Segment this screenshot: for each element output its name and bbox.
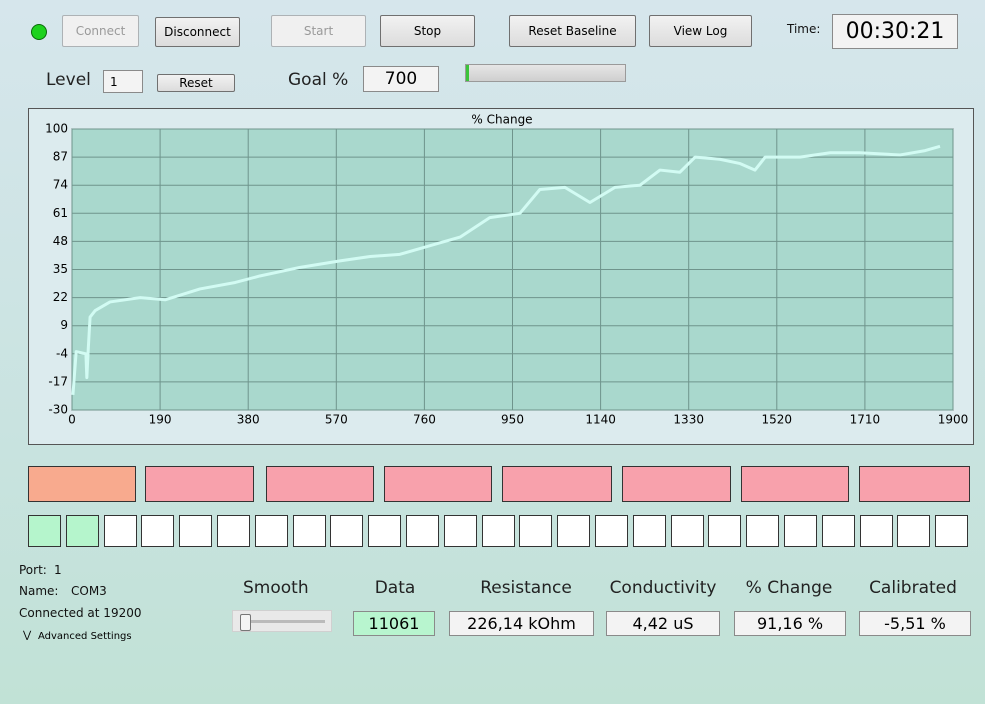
cell-box <box>141 515 175 547</box>
goal-input[interactable]: 700 <box>363 66 439 92</box>
x-tick-label: 190 <box>149 413 172 427</box>
readout-label: Data <box>374 578 416 598</box>
x-tick-label: 380 <box>237 413 260 427</box>
cell-box <box>821 515 855 547</box>
x-tick-label: 1520 <box>762 413 793 427</box>
x-tick-label: 1330 <box>673 413 704 427</box>
cell-box <box>330 515 364 547</box>
name-value: COM3 <box>71 584 107 598</box>
progress-fill <box>466 65 469 81</box>
cell-box <box>28 515 61 547</box>
readout-label: Conductivity <box>609 578 717 598</box>
cell-box <box>859 515 893 547</box>
x-tick-label: 1710 <box>850 413 881 427</box>
view-log-button[interactable]: View Log <box>649 15 752 47</box>
readout-value: 4,42 uS <box>606 611 720 636</box>
cell-box <box>179 515 213 547</box>
smooth-label: Smooth <box>243 578 309 598</box>
connect-button[interactable]: Connect <box>62 15 139 47</box>
cell-box <box>784 515 817 547</box>
cell-box <box>897 515 931 547</box>
cell-box <box>217 515 250 547</box>
indicator-box <box>28 466 136 502</box>
cell-box <box>406 515 439 547</box>
readout-value: 226,14 kOhm <box>449 611 594 636</box>
start-button[interactable]: Start <box>271 15 366 47</box>
data-line <box>71 144 941 395</box>
indicator-box <box>859 466 970 502</box>
status-light <box>31 24 47 40</box>
stop-button[interactable]: Stop <box>380 15 475 47</box>
name-label: Name: <box>19 584 59 598</box>
y-tick-label: 61 <box>53 206 68 220</box>
goal-label: Goal % <box>288 70 349 90</box>
readout-label: Resistance <box>480 578 572 598</box>
y-tick-label: 35 <box>53 262 68 276</box>
cell-box <box>632 515 666 547</box>
level-label: Level <box>46 70 91 90</box>
indicator-box <box>622 466 731 502</box>
time-label: Time: <box>787 22 821 36</box>
indicator-box <box>741 466 849 502</box>
cell-box <box>368 515 402 547</box>
x-tick-label: 0 <box>68 413 76 427</box>
indicator-box <box>145 466 254 502</box>
y-tick-label: -17 <box>48 374 68 388</box>
port-label: Port: <box>19 563 47 577</box>
time-display: 00:30:21 <box>832 14 958 49</box>
cell-box <box>670 515 704 547</box>
y-tick-label: 48 <box>53 234 68 248</box>
cell-box <box>557 515 591 547</box>
cell-box <box>292 515 326 547</box>
y-tick-label: -4 <box>56 346 68 360</box>
cell-box <box>254 515 288 547</box>
cell-box <box>746 515 780 547</box>
progress-bar <box>465 64 626 82</box>
x-tick-label: 1900 <box>938 413 969 427</box>
cell-box <box>103 515 137 547</box>
y-tick-label: 9 <box>60 318 68 332</box>
readout-label: Calibrated <box>869 578 957 598</box>
smooth-slider[interactable] <box>232 610 332 632</box>
level-reset-button[interactable]: Reset <box>157 74 235 92</box>
x-tick-label: 570 <box>325 413 348 427</box>
indicator-box <box>266 466 374 502</box>
x-tick-label: 1140 <box>585 413 616 427</box>
y-tick-label: 100 <box>45 122 68 136</box>
cell-box <box>595 515 628 547</box>
reset-baseline-button[interactable]: Reset Baseline <box>509 15 636 47</box>
y-tick-label: 22 <box>53 290 68 304</box>
advanced-settings-link[interactable]: Advanced Settings <box>38 631 132 642</box>
connection-status: Connected at 19200 <box>19 606 142 620</box>
readout-label: % Change <box>745 578 833 598</box>
y-tick-label: 74 <box>53 178 68 192</box>
cell-box <box>519 515 553 547</box>
y-tick-label: 87 <box>53 150 68 164</box>
cell-box <box>443 515 477 547</box>
cell-box <box>65 515 99 547</box>
cell-box <box>481 515 515 547</box>
cell-box <box>935 515 969 547</box>
y-tick-label: -30 <box>48 403 68 417</box>
chart-title: % Change <box>471 113 532 127</box>
readout-value: 91,16 % <box>734 611 846 636</box>
port-value: 1 <box>54 563 62 577</box>
slider-thumb[interactable] <box>240 614 251 631</box>
readout-value: -5,51 % <box>859 611 971 636</box>
expand-icon[interactable]: ⋁ <box>23 630 32 641</box>
cell-box <box>708 515 742 547</box>
slider-track <box>243 620 325 623</box>
x-tick-label: 950 <box>501 413 524 427</box>
level-input[interactable]: 1 <box>103 70 143 93</box>
indicator-box <box>502 466 612 502</box>
indicator-box <box>384 466 492 502</box>
readout-value: 11061 <box>353 611 435 636</box>
disconnect-button[interactable]: Disconnect <box>155 17 240 47</box>
x-tick-label: 760 <box>413 413 436 427</box>
